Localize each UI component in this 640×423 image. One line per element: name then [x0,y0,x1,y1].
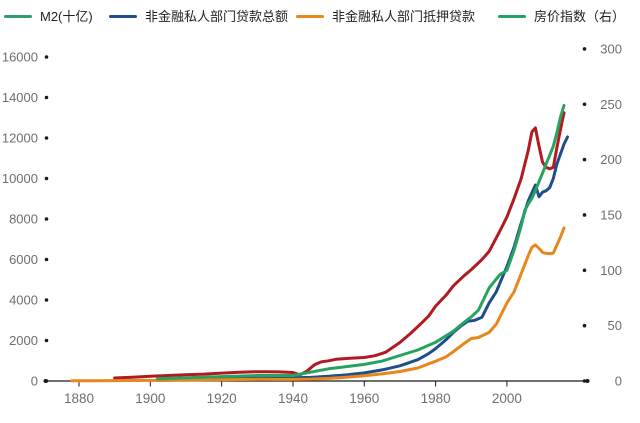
house-price-index-line [156,103,566,381]
y-right-tick-label: 100 [600,263,622,278]
y-left-tick-label: 14000 [2,90,38,105]
m2-line [113,111,566,380]
y-left-tick-label: 8000 [9,212,38,227]
y-left-tick-dot [44,379,49,383]
y-left-tick-dot [44,95,49,100]
legend-label-mortgage: 非金融私人部门抵押贷款 [332,9,476,24]
legend-item-m2: M2(十亿) [4,10,93,23]
y-left-tick-dot [44,55,49,59]
legend-item-mortgage: 非金融私人部门抵押贷款 [296,10,475,23]
y-left-tick-label: 10000 [2,171,38,186]
x-tick-label: 1900 [135,391,165,406]
y-right-tick-dot [582,213,587,217]
legend-item-total-credit: 非金融私人部门贷款总额 [109,10,288,23]
y-left-tick-dot [44,217,49,221]
x-axis-right-end-dot [585,379,590,383]
legend-swatch-house-price-index [498,14,526,19]
x-tick-label: 1880 [64,391,94,406]
y-right-tick-dot [582,47,587,51]
total-credit-line [156,135,569,382]
y-left-tick-dot [44,338,49,343]
legend-label-m2: M2(十亿) [40,9,93,24]
y-left-tick-dot [44,257,49,262]
x-tick-label: 1920 [207,391,237,406]
y-right-tick-dot [582,102,587,107]
chart-legend: M2(十亿) 非金融私人部门贷款总额 非金融私人部门抵押贷款 房价指数（右） [0,0,640,34]
x-tick-label: 2000 [492,391,522,406]
legend-swatch-m2 [4,14,32,19]
legend-swatch-mortgage [296,14,324,19]
x-tick-label: 1980 [421,391,451,406]
legend-item-house-price-index: 房价指数（右） [498,10,625,23]
y-axis-right: 0 50 100 150 200 250 300 [582,41,622,389]
y-left-tick-label: 4000 [9,293,38,308]
y-right-tick-dot [582,323,587,328]
legend-swatch-total-credit [109,14,137,19]
y-left-tick-dot [44,176,49,181]
legend-label-house-price-index: 房价指数（右） [534,9,626,24]
y-left-tick-label: 12000 [2,131,38,146]
x-axis: 1880 1900 1920 1940 1960 1980 2000 [43,379,590,406]
y-left-tick-label: 16000 [2,50,38,65]
mortgage-line [70,226,566,383]
y-right-tick-label: 0 [615,374,622,389]
y-left-tick-dot [44,298,49,302]
y-right-tick-label: 250 [600,97,622,112]
x-tick-label: 1940 [278,391,308,406]
y-right-tick-label: 50 [608,318,622,333]
y-left-tick-label: 6000 [9,252,38,267]
y-left-tick-label: 0 [31,374,38,389]
y-right-tick-dot [582,268,587,273]
y-right-tick-dot [582,379,587,383]
y-axis-left: 0 2000 4000 6000 8000 10000 12000 14000 16000 [2,50,49,389]
y-right-tick-label: 300 [600,41,622,56]
legend-label-total-credit: 非金融私人部门贷款总额 [145,9,289,24]
y-right-tick-label: 200 [600,152,622,167]
y-left-tick-label: 2000 [9,333,38,348]
x-tick-label: 1960 [349,391,379,406]
y-left-tick-dot [44,136,49,140]
y-right-tick-label: 150 [600,207,622,222]
y-right-tick-dot [582,157,587,162]
